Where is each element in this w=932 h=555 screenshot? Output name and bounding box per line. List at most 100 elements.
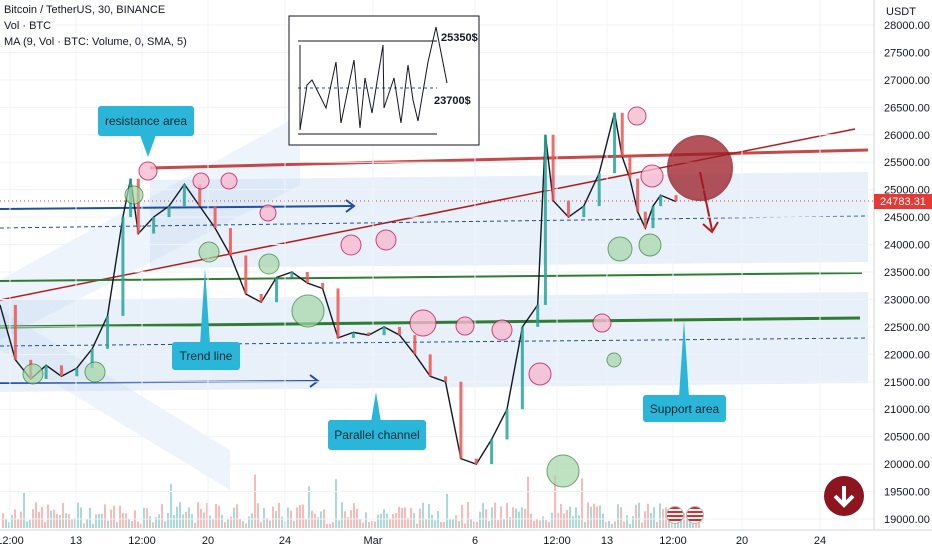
- candle: [428, 354, 432, 377]
- candle: [44, 365, 48, 380]
- volume-bar: [176, 506, 178, 528]
- volume-bar: [629, 523, 631, 528]
- green-marker: [638, 233, 662, 257]
- green-marker: [546, 454, 580, 488]
- volume-bar: [20, 511, 22, 528]
- volume-bar: [404, 507, 406, 528]
- volume-bar: [515, 508, 517, 528]
- channel-arrow-upper: [0, 205, 353, 210]
- volume-bar: [266, 517, 268, 528]
- slanted-channel: [0, 115, 300, 340]
- volume-bar: [563, 513, 565, 528]
- volume-bar: [368, 522, 370, 528]
- volume-bar: [98, 513, 100, 528]
- volume-bar: [41, 506, 43, 528]
- volume-bar: [575, 507, 577, 528]
- us-flag-icon[interactable]: [666, 506, 684, 524]
- volume-bar: [650, 512, 652, 528]
- volume-bar: [308, 486, 310, 528]
- volume-bar: [449, 518, 451, 528]
- x-tick-label: 12:00: [128, 535, 156, 547]
- x-tick-label: 12:00: [659, 535, 687, 547]
- x-tick-label: Mar: [364, 535, 383, 547]
- trend-line-pointer: [200, 268, 210, 345]
- volume-bar: [194, 522, 196, 528]
- volume-bar: [5, 518, 7, 528]
- volume-bar: [392, 513, 394, 528]
- us-flag-icon[interactable]: [686, 506, 704, 524]
- volume-bar: [419, 508, 421, 528]
- volume-bar: [197, 502, 199, 528]
- y-tick-label: 27500.00: [884, 47, 930, 59]
- volume-bar: [332, 522, 334, 528]
- volume-bar: [95, 514, 97, 528]
- candle: [290, 272, 294, 278]
- candle: [13, 304, 17, 360]
- volume-bar: [425, 518, 427, 528]
- volume-bar: [455, 515, 457, 528]
- x-tick-label: 20: [202, 535, 214, 547]
- volume-bar: [251, 513, 253, 528]
- volume-bar: [170, 483, 172, 528]
- volume-bar: [467, 502, 469, 528]
- volume-bar: [74, 518, 76, 528]
- green-marker: [258, 253, 280, 275]
- volume-bar: [605, 521, 607, 528]
- volume-bar: [581, 478, 583, 528]
- channel-mid-dashed-2: [0, 337, 869, 347]
- volume-bar: [389, 518, 391, 528]
- candle: [651, 206, 655, 229]
- support-line-upper: [0, 272, 863, 282]
- volume-bar: [374, 521, 376, 528]
- volume-bar: [407, 517, 409, 528]
- volume-bar: [338, 520, 340, 528]
- volume-bar: [512, 507, 514, 528]
- volume-bar: [596, 506, 598, 528]
- volume-bar: [656, 521, 658, 528]
- y-tick-label: 25500.00: [884, 157, 930, 169]
- y-axis: 19000.00 19500.00 20000.00 20500.00 21000.00…: [884, 20, 930, 526]
- candle: [367, 332, 371, 336]
- volume-bar: [8, 522, 10, 528]
- volume-bar: [440, 521, 442, 528]
- volume-bar: [473, 521, 475, 528]
- volume-bar: [26, 521, 28, 528]
- volume-bar: [608, 521, 610, 528]
- volume-bar: [491, 507, 493, 528]
- volume-bar: [464, 523, 466, 528]
- y-tick-label: 19000.00: [884, 514, 930, 526]
- volume-bar: [131, 520, 133, 528]
- volume-bar: [434, 520, 436, 528]
- candle: [90, 348, 94, 369]
- volume-bar: [293, 520, 295, 528]
- volume-bar: [185, 511, 187, 528]
- volume-bar: [128, 518, 130, 528]
- volume-bar: [536, 518, 538, 528]
- volume-bar: [236, 504, 238, 528]
- volume-bar: [107, 520, 109, 528]
- pink-marker: [627, 106, 647, 126]
- y-tick-label: 23500.00: [884, 267, 930, 279]
- volume-bar: [125, 513, 127, 528]
- scroll-down-button[interactable]: [824, 476, 864, 516]
- candle: [167, 206, 171, 218]
- volume-bar: [230, 516, 232, 528]
- volume-bar: [329, 523, 331, 528]
- volume-bar: [89, 507, 91, 528]
- candle: [505, 409, 509, 440]
- volume-bar: [299, 504, 301, 528]
- volume-bar: [626, 515, 628, 528]
- candle: [336, 288, 340, 338]
- volume-bar: [341, 502, 343, 528]
- candle: [106, 315, 110, 349]
- volume-bar: [578, 515, 580, 528]
- volume-bar: [167, 513, 169, 528]
- volume-bar: [503, 518, 505, 528]
- candle: [613, 112, 617, 174]
- candle: [244, 255, 248, 294]
- breakdown-arrow-head: [702, 221, 719, 234]
- parallel-channel-callout: Parallel channel: [328, 420, 426, 450]
- x-axis: 12:00 13 12:00 20 24 Mar 6 12:00 13 12:00 20 24: [0, 535, 826, 547]
